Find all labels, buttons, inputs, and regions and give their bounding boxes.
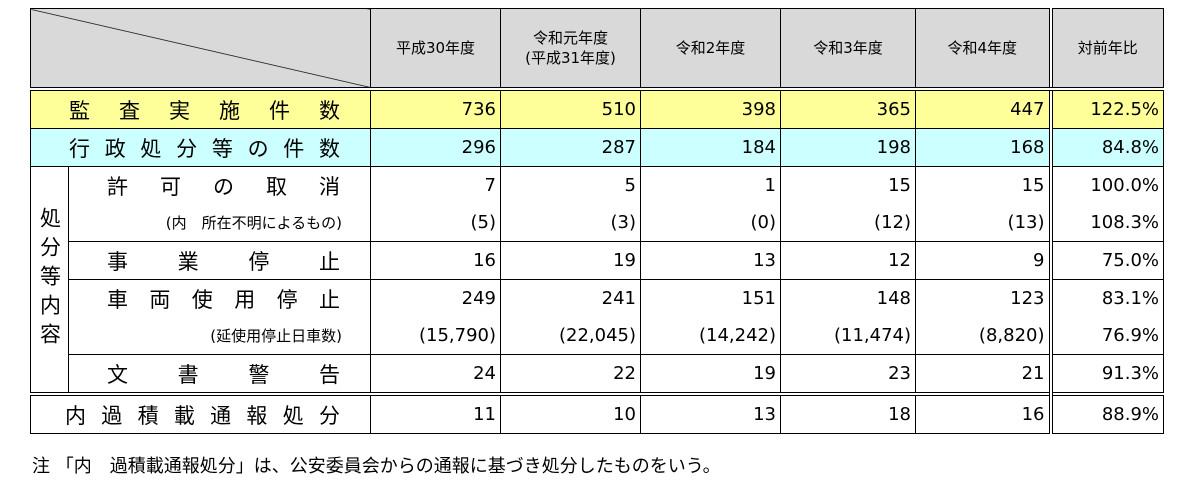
detail-row: 車両使用停止 249 241 151 148 123 83.1%: [31, 279, 1164, 317]
corner-cell: [30, 8, 371, 91]
column-header: 対前年比: [1048, 8, 1164, 91]
value-cell: 168: [915, 128, 1051, 167]
row-label: 監査実施件数: [30, 88, 371, 129]
detail-row: 処分等内容 許可の取消 7 5 1 15 15 100.0%: [30, 166, 1164, 395]
header-row: 平成30年度 令和元年度 (平成31年度) 令和2年度 令和3年度 令和4年度 対前年比: [30, 8, 1164, 91]
value-cell: (3): [500, 204, 641, 242]
value-cell: 13: [640, 392, 781, 434]
value-cell: 24: [370, 354, 501, 395]
detail-row: 文書警告 24 22 19 23 21 91.3%: [31, 354, 1164, 395]
value-cell: 148: [780, 279, 916, 317]
value-cell: 184: [640, 128, 781, 167]
value-cell: 7: [370, 166, 501, 204]
value-cell: 5: [500, 166, 641, 204]
row-label: 内過積載通報処分: [30, 392, 371, 434]
column-header: 平成30年度: [370, 8, 501, 91]
value-cell: 15: [915, 166, 1051, 204]
value-cell: 398: [640, 88, 781, 129]
overload-row: 内過積載通報処分 11 10 13 18 16 88.9%: [30, 392, 1164, 434]
value-cell: 198: [780, 128, 916, 167]
value-cell: 447: [915, 88, 1051, 129]
value-cell: 83.1%: [1048, 279, 1164, 317]
value-cell: 21: [915, 354, 1051, 395]
column-header: 令和3年度: [780, 8, 916, 91]
value-cell: 15: [780, 166, 916, 204]
value-cell: (12): [780, 204, 916, 242]
value-cell: (11,474): [780, 317, 916, 355]
value-cell: 123: [915, 279, 1051, 317]
value-cell: 76.9%: [1048, 317, 1164, 355]
row-label: 文書警告: [68, 354, 371, 395]
summary-row: 行政処分等の件数 296 287 184 198 168 84.8%: [30, 128, 1164, 167]
value-cell: 16: [915, 392, 1051, 434]
value-cell: 19: [500, 241, 641, 280]
value-cell: 108.3%: [1048, 204, 1164, 242]
value-cell: 19: [640, 354, 781, 395]
value-cell: 18: [780, 392, 916, 434]
value-cell: 75.0%: [1048, 241, 1164, 280]
value-cell: (5): [370, 204, 501, 242]
value-cell: 365: [780, 88, 916, 129]
value-cell: 12: [780, 241, 916, 280]
group-label: 処分等内容: [30, 166, 69, 395]
value-cell: 100.0%: [1048, 166, 1164, 204]
statistics-table: 平成30年度 令和元年度 (平成31年度) 令和2年度 令和3年度 令和4年度 対前年比監…: [30, 8, 1164, 434]
value-cell: 11: [370, 392, 501, 434]
value-cell: 22: [500, 354, 641, 395]
value-cell: 13: [640, 241, 781, 280]
value-cell: 88.9%: [1048, 392, 1164, 434]
value-cell: (15,790): [370, 317, 501, 355]
column-header: 令和元年度 (平成31年度): [500, 8, 641, 91]
detail-row: (内 所在不明によるもの) (5) (3) (0) (12) (13) 108.3%: [31, 204, 1164, 242]
value-cell: 241: [500, 279, 641, 317]
row-label: 行政処分等の件数: [30, 128, 371, 167]
value-cell: (14,242): [640, 317, 781, 355]
value-cell: (8,820): [915, 317, 1051, 355]
row-label: 車両使用停止: [68, 279, 371, 317]
value-cell: 249: [370, 279, 501, 317]
value-cell: 23: [780, 354, 916, 395]
value-cell: 9: [915, 241, 1051, 280]
row-label: (内 所在不明によるもの): [68, 204, 371, 242]
value-cell: 16: [370, 241, 501, 280]
value-cell: (22,045): [500, 317, 641, 355]
detail-row: (延使用停止日車数) (15,790) (22,045) (14,242) (11,47…: [31, 317, 1164, 355]
row-label: 事業停止: [68, 241, 371, 280]
value-cell: (13): [915, 204, 1051, 242]
value-cell: 1: [640, 166, 781, 204]
value-cell: 84.8%: [1048, 128, 1164, 167]
value-cell: 151: [640, 279, 781, 317]
summary-row: 監査実施件数 736 510 398 365 447 122.5%: [30, 88, 1164, 129]
value-cell: 91.3%: [1048, 354, 1164, 395]
value-cell: 510: [500, 88, 641, 129]
value-cell: 736: [370, 88, 501, 129]
value-cell: 296: [370, 128, 501, 167]
value-cell: 122.5%: [1048, 88, 1164, 129]
column-header: 令和4年度: [915, 8, 1051, 91]
row-label: 許可の取消: [68, 166, 371, 204]
column-header: 令和2年度: [640, 8, 781, 91]
value-cell: 287: [500, 128, 641, 167]
detail-row: 事業停止 16 19 13 12 9 75.0%: [31, 241, 1164, 280]
footnote: 注 「内 過積載通報処分」は、公安委員会からの通報に基づき処分したものをいう。: [32, 456, 721, 477]
row-label: (延使用停止日車数): [68, 317, 371, 355]
value-cell: (0): [640, 204, 781, 242]
value-cell: 10: [500, 392, 641, 434]
